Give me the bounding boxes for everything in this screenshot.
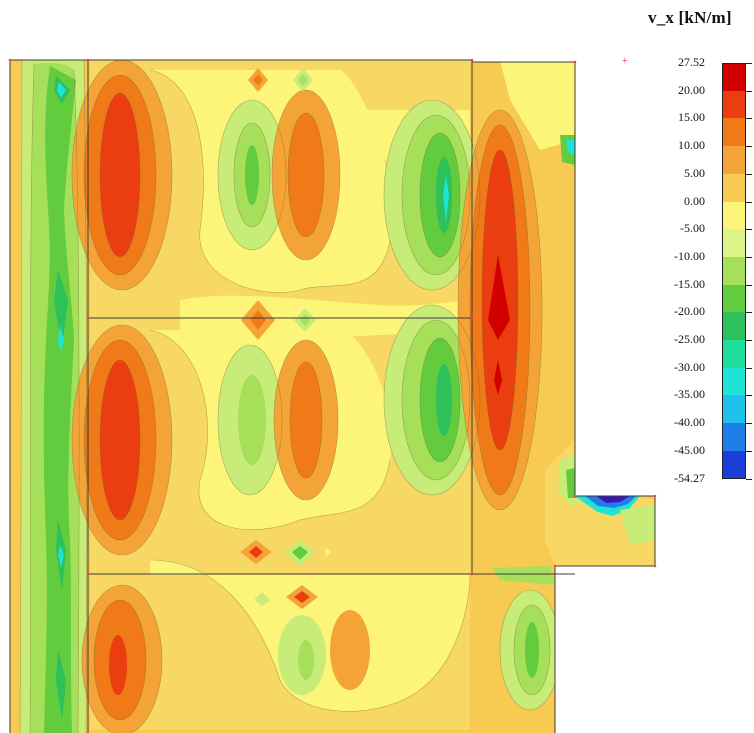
legend-swatch (722, 256, 746, 286)
field-col4-top-peak (443, 175, 449, 222)
field-notch-teal (566, 140, 575, 155)
field-col4-mid-l4 (436, 364, 452, 436)
legend-label: -40.00 (674, 415, 705, 430)
legend-tick (746, 367, 752, 369)
legend-tick (746, 450, 752, 452)
legend-swatch (722, 90, 746, 119)
legend-label: 20.00 (678, 82, 705, 97)
contour-lines (19, 60, 561, 733)
diamond-9 (325, 548, 332, 556)
field-corner-green-2 (566, 468, 580, 498)
contour-field (10, 60, 655, 733)
field-left-hot-2 (54, 270, 68, 350)
diamond-8 (254, 592, 270, 606)
legend-label: -15.00 (674, 276, 705, 291)
contour-plot (8, 58, 657, 733)
legend-tick (746, 256, 752, 258)
legend-swatch (722, 118, 746, 147)
legend-label: -10.00 (674, 248, 705, 263)
legend-label: -35.00 (674, 387, 705, 402)
field-col5-peak-2 (494, 360, 502, 395)
legend-label: 0.00 (684, 193, 705, 208)
legend-tick (746, 312, 752, 314)
origin-marker: + (622, 56, 628, 67)
legend-tick (746, 423, 752, 425)
field-corner-indigo (596, 496, 630, 503)
diamond-7b (294, 591, 310, 603)
legend-swatch (722, 340, 746, 369)
field-left-hot-4 (56, 650, 66, 720)
field-col3-mid-l2 (290, 362, 322, 478)
legend-title: v_x [kN/m] (648, 8, 732, 27)
legend-tick (746, 478, 752, 480)
legend-swatch (722, 395, 746, 424)
legend-label: -20.00 (674, 304, 705, 319)
legend-swatch (722, 367, 746, 396)
field-col1-bot-l3 (109, 635, 127, 695)
legend-swatch (722, 201, 746, 230)
field-col2-mid-l2 (238, 375, 266, 465)
diamond-2b (298, 74, 308, 86)
field-left-hot-2b (58, 325, 64, 352)
field-col2-bot-l2 (298, 640, 314, 680)
legend-swatch (722, 63, 746, 92)
diamond-4b (300, 314, 310, 326)
legend-tick (746, 173, 752, 175)
legend-tick (746, 229, 752, 231)
field-corner-green-4 (492, 566, 555, 585)
node-markers (8, 58, 657, 576)
legend-label: -5.00 (680, 221, 705, 236)
field-col1-top-l3 (100, 93, 140, 257)
legend-label: 5.00 (684, 165, 705, 180)
legend-tick (746, 340, 752, 341)
field-col2-top-l3 (245, 145, 259, 205)
field-col3-top-l2 (288, 113, 324, 237)
legend-swatch (722, 423, 746, 452)
legend-swatch (722, 173, 746, 202)
legend-frame (722, 63, 746, 479)
field-pale-region-6 (500, 60, 575, 150)
field-col4-bot-l3 (525, 622, 539, 678)
legend-label: -45.00 (674, 442, 705, 457)
legend-swatch (722, 450, 746, 479)
field-col1-mid-l3 (100, 360, 140, 520)
legend-tick (746, 90, 752, 92)
legend-tick (746, 146, 752, 148)
legend-label: 27.52 (678, 55, 705, 69)
legend-tick (746, 284, 752, 286)
field-col3-bot (330, 610, 370, 690)
field-left-hot-1b (57, 82, 66, 98)
legend-label: 10.00 (678, 138, 705, 153)
field-left-hot-3b (58, 545, 64, 568)
legend-label: -54.27 (674, 470, 705, 485)
legend-tick (746, 118, 752, 120)
legend-swatch (722, 284, 746, 313)
legend-swatch (722, 229, 746, 258)
legend-swatch (722, 146, 746, 175)
diamond-1b (253, 74, 263, 86)
legend-label: -25.00 (674, 332, 705, 346)
legend-tick (746, 395, 752, 397)
legend-swatch (722, 312, 746, 341)
diamond-3b (250, 310, 266, 330)
legend-tick (746, 201, 752, 203)
legend-label: 15.00 (678, 110, 705, 125)
field-left-band-inner (43, 66, 76, 733)
diamond-5b (249, 546, 263, 558)
legend-label: -30.00 (674, 359, 705, 374)
color-legend: 27.52 20.00 15.00 10.00 5.00 0.00 -5.00 -10.00 -… (655, 55, 754, 556)
legend-tick (746, 63, 752, 64)
field-corner-green-3 (620, 505, 655, 545)
field-col5-peak (488, 255, 510, 340)
diamond-6b (292, 546, 308, 560)
